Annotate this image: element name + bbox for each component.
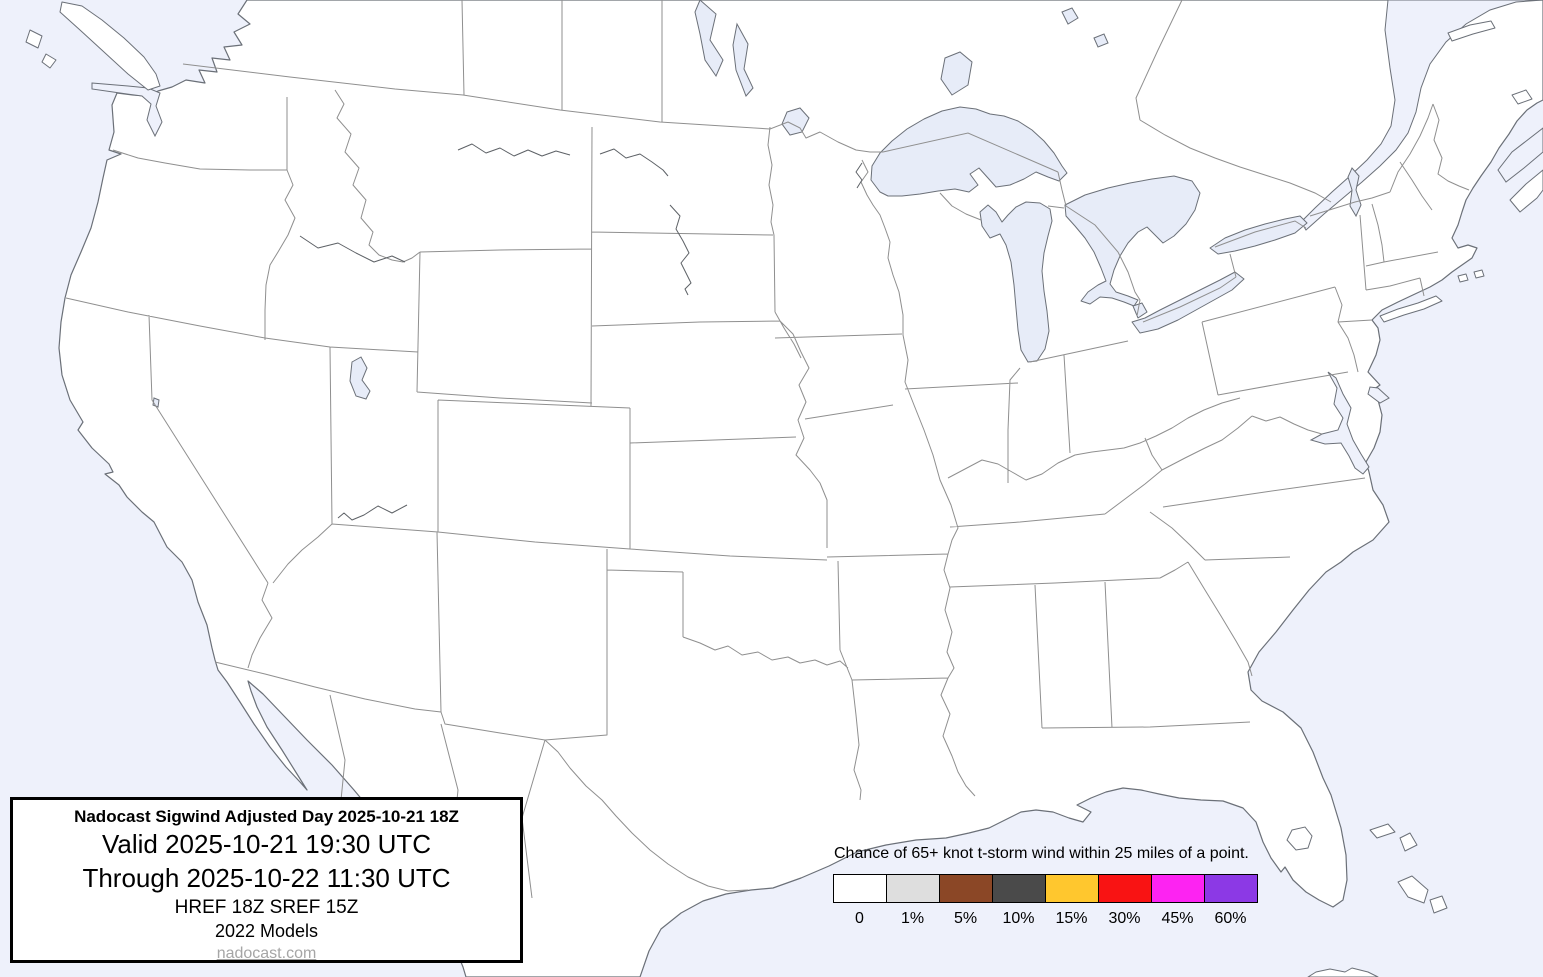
state-borders (65, 89, 1439, 801)
legend-swatch (1045, 874, 1099, 903)
lake-okeechobee (1286, 826, 1313, 851)
nadocast-site-link[interactable]: nadocast.com (216, 945, 317, 962)
legend-label: 60% (1214, 910, 1247, 927)
legend-swatch (1098, 874, 1152, 903)
nova-scotia (1509, 169, 1543, 213)
lake-champlain (1347, 167, 1362, 218)
lake-michigan (979, 201, 1053, 363)
islands (25, 1, 1543, 977)
bahamas-island-1 (1369, 823, 1396, 839)
legend-swatch (1204, 874, 1258, 903)
valid-time-text: Valid 2025-10-21 19:30 UTC (101, 829, 432, 859)
forecast-title: Nadocast Sigwind Adjusted Day 2025-10-21… (74, 807, 459, 826)
legend-label: 30% (1108, 910, 1141, 927)
legend-label: 45% (1161, 910, 1194, 927)
bahamas-island-2 (1399, 832, 1418, 852)
legend-swatch (886, 874, 940, 903)
chesapeake-bay-water (1309, 371, 1370, 475)
legend-label: 5% (953, 910, 978, 927)
bahamas-island-4 (1429, 895, 1448, 914)
bc-island-2 (41, 53, 57, 69)
anticosti-island (1447, 20, 1496, 42)
bay-of-fundy-water (1497, 127, 1543, 183)
great-salt-lake (349, 356, 371, 400)
legend-label: 0 (855, 910, 864, 927)
province-borders (461, 0, 1332, 203)
st-lawrence-water (1300, 0, 1543, 231)
canada-border (182, 63, 1470, 217)
legend-label-row: 0 1% 5% 10% 15% 30% 45% 60% (833, 910, 1263, 928)
lake-winnipeg (694, 0, 724, 78)
lake-erie (1131, 271, 1245, 334)
legend-label: 10% (1002, 910, 1035, 927)
ontario-lake-speck-1 (1061, 7, 1079, 25)
legend-title: Chance of 65+ knot t-storm wind within 2… (834, 845, 1249, 862)
rivers (299, 143, 863, 521)
legend-swatch (992, 874, 1046, 903)
mainland (58, 0, 1543, 977)
prince-edward-island (1511, 89, 1533, 105)
legend-swatch (939, 874, 993, 903)
lake-huron (1064, 175, 1201, 307)
bahamas-island-3 (1397, 875, 1429, 904)
legend-swatch (833, 874, 887, 903)
marthas-vineyard (1457, 273, 1469, 283)
bc-island-1 (25, 29, 43, 49)
delaware-bay-water (1367, 386, 1390, 404)
cuba-sliver (1307, 967, 1379, 977)
model-run-text: HREF 18Z SREF 15Z (174, 897, 359, 918)
model-year-text: 2022 Models (214, 921, 319, 941)
lake-ontario (1209, 215, 1308, 255)
legend-label: 15% (1055, 910, 1088, 927)
lake-border-lines (882, 132, 1307, 323)
legend-swatch (1151, 874, 1205, 903)
lake-nipigon (940, 51, 973, 96)
nantucket (1473, 269, 1485, 279)
probability-legend: Chance of 65+ knot t-storm wind within 2… (833, 845, 1263, 928)
lake-manitoba (732, 22, 754, 97)
mexico-border (214, 661, 749, 899)
ontario-lake-speck-2 (1093, 33, 1109, 48)
lake-superior (870, 106, 1068, 197)
long-island (1379, 295, 1443, 323)
through-time-text: Through 2025-10-22 11:30 UTC (82, 863, 451, 893)
vancouver-island (59, 1, 161, 91)
legend-label: 1% (900, 910, 925, 927)
legend-swatch-row (833, 874, 1263, 903)
forecast-info-box: Nadocast Sigwind Adjusted Day 2025-10-21… (10, 797, 523, 963)
great-lakes (870, 106, 1308, 363)
